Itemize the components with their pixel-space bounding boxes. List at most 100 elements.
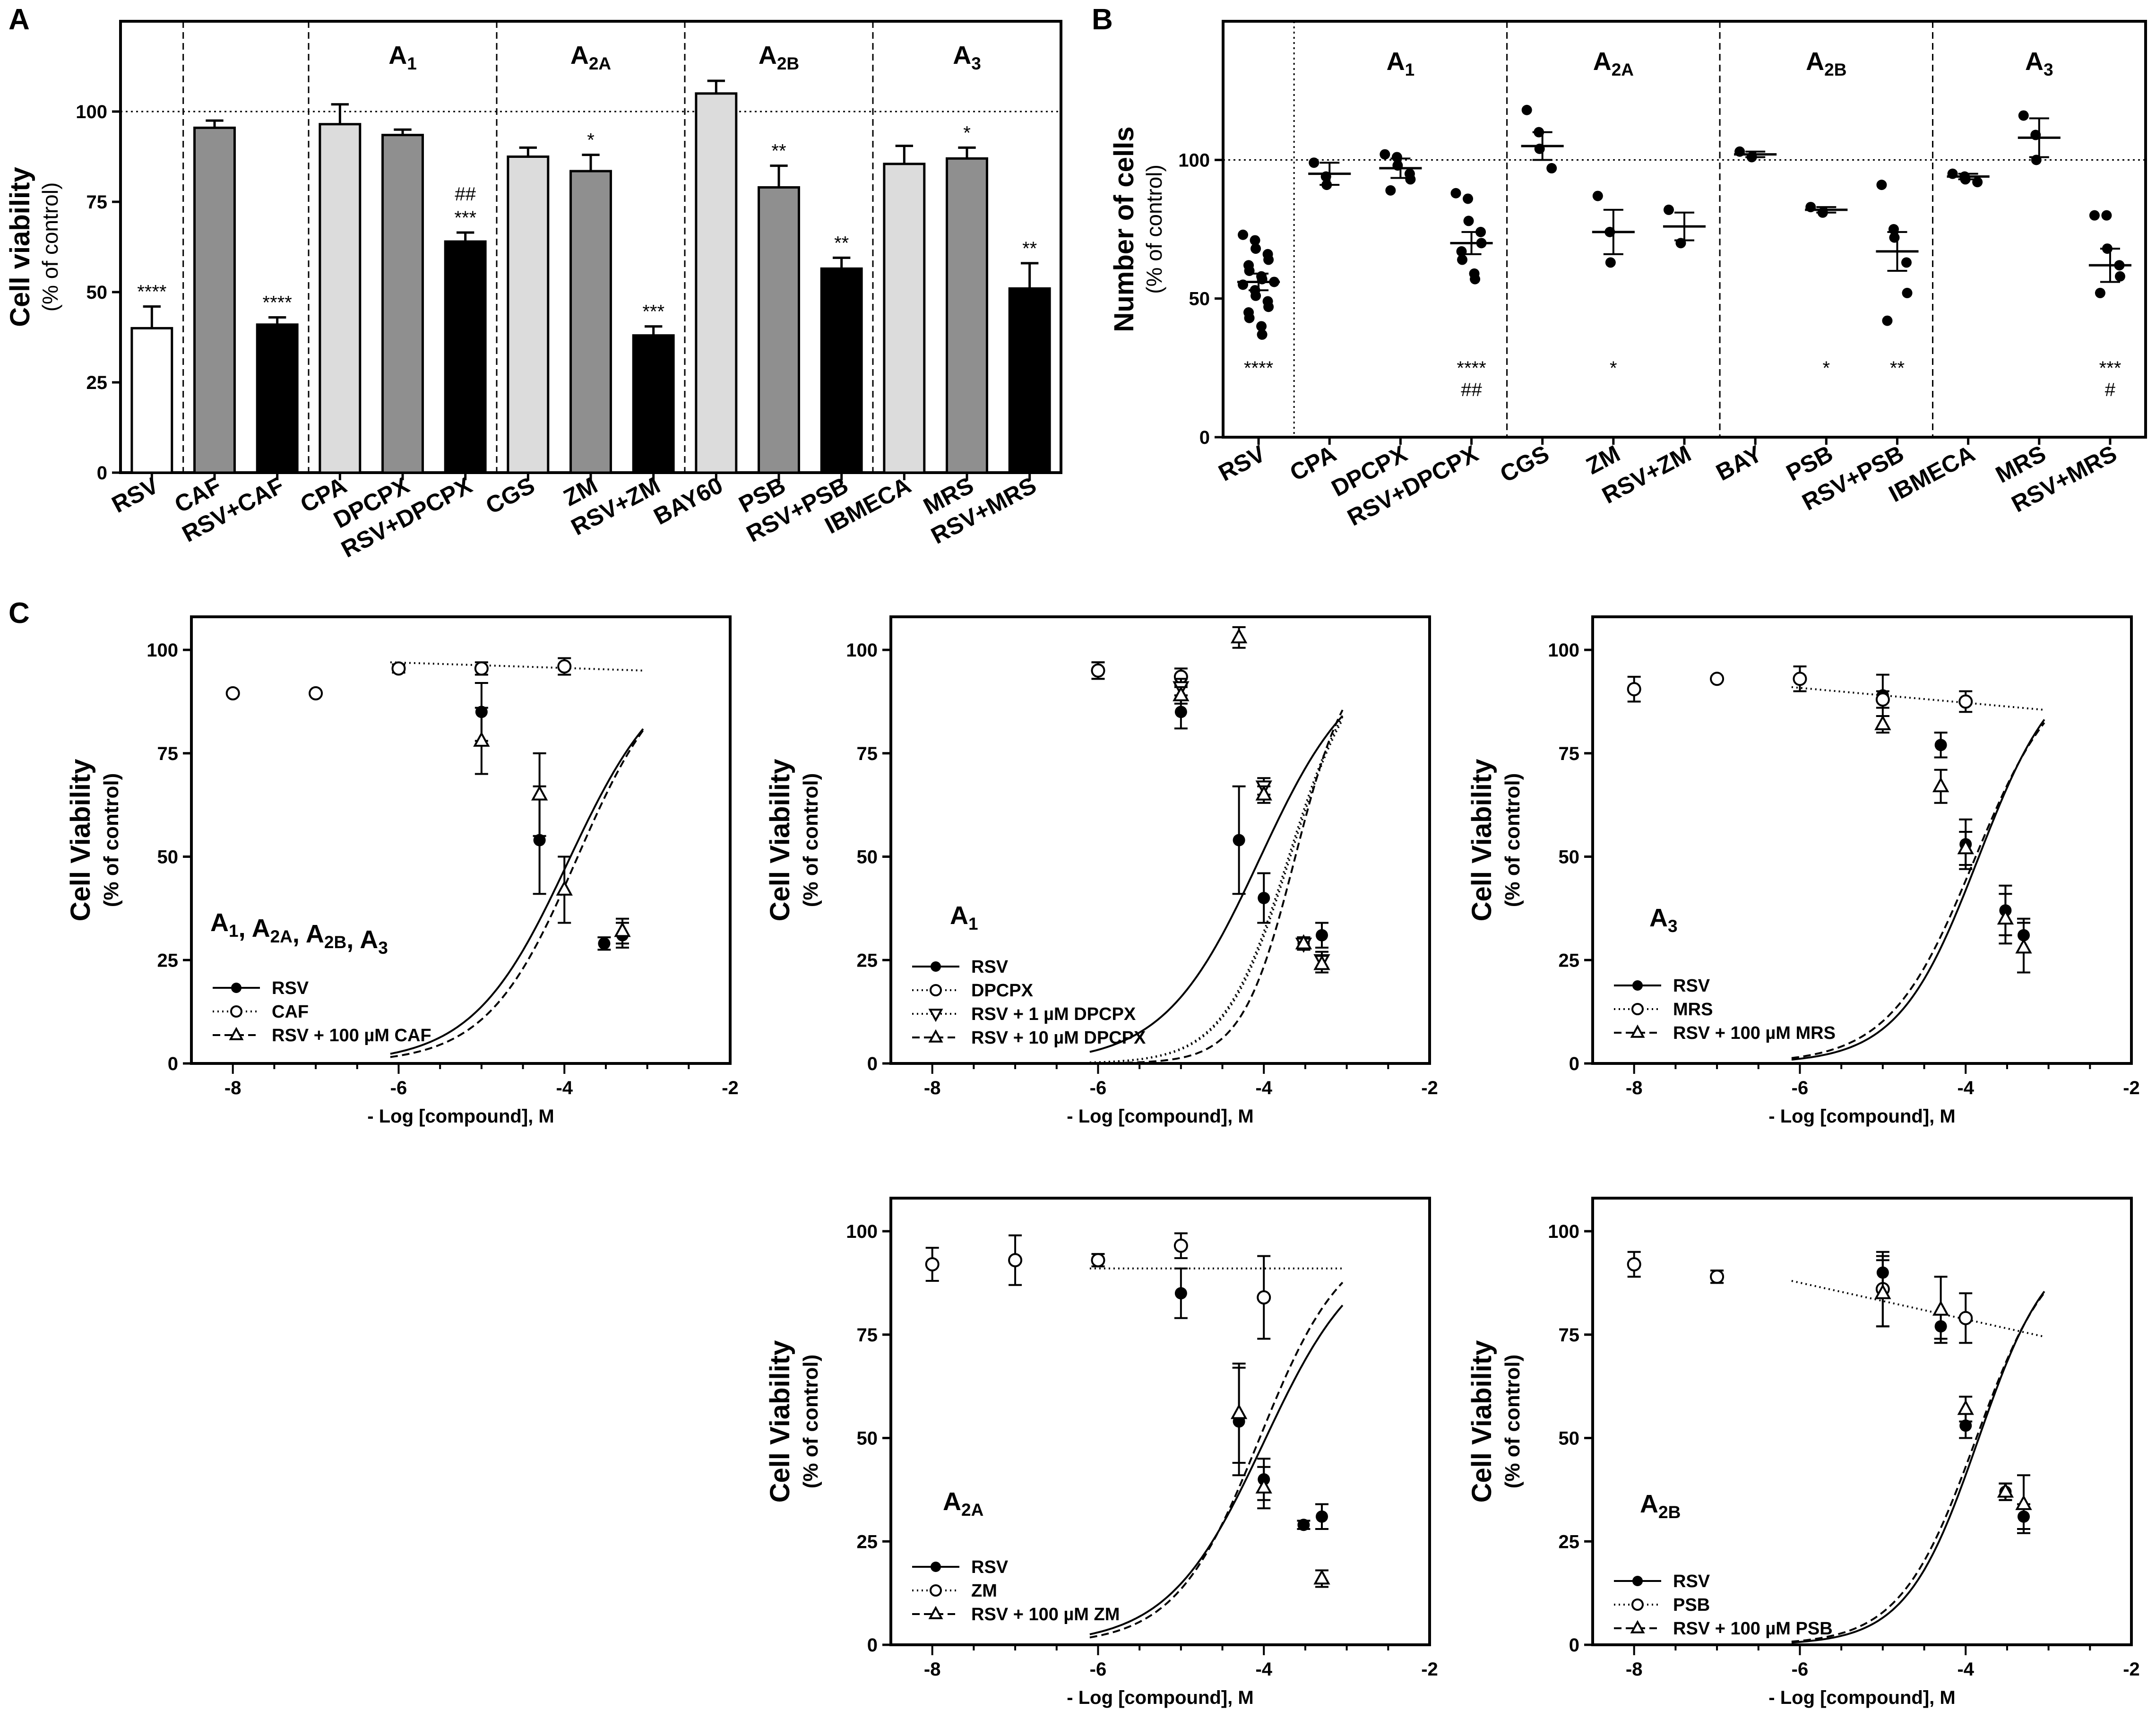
data-point	[1295, 934, 1312, 950]
data-point	[1250, 235, 1260, 246]
y-tick-label: 100	[846, 1221, 878, 1242]
legend-marker	[1631, 1598, 1644, 1611]
significance-stars: *	[963, 122, 971, 143]
y-axis-title: Cell Viability	[765, 1340, 795, 1503]
legend-marker	[928, 1009, 943, 1022]
y-tick-label: 75	[1559, 1325, 1580, 1346]
plot-title-sub: 1	[968, 914, 978, 933]
group-label-A2B-sub: 2B	[1824, 60, 1846, 79]
x-axis-title: - Log [compound], M	[1768, 1687, 1955, 1708]
data-point	[474, 661, 489, 676]
bar-caf	[193, 126, 236, 474]
x-axis-title: - Log [compound], M	[1768, 1106, 1955, 1127]
group-label-A3-base: A	[2025, 47, 2044, 76]
fit-curve-rsv-10-m-dpcpx	[1089, 709, 1344, 1064]
y-tick-label: 100	[1548, 640, 1579, 661]
data-point	[1263, 254, 1274, 265]
group-label-A1: A1	[388, 41, 417, 73]
plot-title: A2B	[1640, 1490, 1681, 1522]
plot-title-base: A	[1640, 1490, 1658, 1518]
x-tick-label: -2	[722, 1078, 739, 1098]
x-tick-label: -8	[1626, 1659, 1643, 1680]
significance-stars: ***	[642, 302, 664, 322]
y-axis-subtitle: (% of control)	[1142, 164, 1166, 294]
plot-frame	[889, 615, 1431, 1065]
data-point	[1959, 1419, 1972, 1432]
y-axis-title: Cell viability	[5, 167, 35, 327]
y-tick-label: 50	[86, 282, 108, 303]
plot-title-sub: 3	[1668, 916, 1678, 936]
data-point	[473, 731, 490, 747]
group-label-A1-sub: 1	[407, 54, 417, 73]
data-point	[1546, 163, 1557, 173]
data-point	[1316, 1510, 1328, 1523]
y-tick-label: 100	[1178, 150, 1210, 171]
group-label-A3: A3	[953, 41, 981, 73]
plot-title-base: , A	[239, 914, 270, 942]
bar-cpa	[319, 123, 362, 474]
plot-title-sub: 1	[229, 921, 239, 941]
y-axis-subtitle: (% of control)	[38, 182, 62, 312]
data-point	[1173, 686, 1190, 701]
data-point	[1313, 955, 1330, 970]
legend-marker	[229, 1027, 244, 1040]
legend-marker	[928, 1029, 943, 1043]
bar-bay60	[695, 92, 738, 474]
data-point	[2018, 110, 2029, 121]
data-point	[309, 686, 323, 700]
data-point	[1230, 628, 1248, 644]
x-tick-label: -2	[1421, 1659, 1438, 1680]
x-tick-label: -6	[390, 1078, 407, 1098]
dose-response-plot-c4: Cell Viability (% of control) 0 25 50 75 100 -8…	[765, 1197, 1438, 1708]
y-axis-title: Cell Viability	[1466, 1340, 1497, 1503]
plot-title-sub: 2A	[961, 1500, 983, 1520]
legend-marker	[930, 984, 942, 996]
data-point	[1309, 157, 1319, 168]
legend-label: DPCPX	[971, 981, 1034, 1001]
y-tick-label: 0	[168, 1054, 178, 1074]
data-point	[1874, 1284, 1891, 1299]
data-point	[1710, 1270, 1725, 1284]
data-point	[1997, 1482, 2014, 1498]
data-point	[2101, 210, 2112, 221]
y-tick-label: 25	[157, 950, 179, 971]
data-point	[1957, 1399, 1974, 1415]
legend-marker	[1631, 1003, 1644, 1015]
data-point	[533, 834, 546, 847]
x-tick-label: -8	[924, 1659, 941, 1680]
plot-title-base: A	[1649, 904, 1668, 932]
plot-title-base: A	[210, 908, 229, 937]
group-label-A2A-sub: 2A	[1612, 60, 1634, 79]
y-axis-subtitle: (% of control)	[100, 773, 123, 907]
legend-label: RSV + 100 µM PSB	[1673, 1619, 1833, 1639]
fit-curve-rsv	[1791, 719, 2045, 1061]
plot-frame	[1591, 615, 2133, 1065]
x-tick-label: -2	[1421, 1078, 1438, 1098]
fit-curve-rsv-100-m-mrs	[1791, 722, 2045, 1059]
panel-letter-a: A	[9, 3, 30, 36]
data-point	[614, 922, 631, 937]
bar-dpcpx	[381, 134, 424, 474]
data-point	[1297, 1519, 1310, 1531]
x-tick-label: -6	[1792, 1078, 1809, 1098]
group-label-A2A-base: A	[570, 41, 589, 69]
y-axis-title: Cell Viability	[1466, 759, 1497, 922]
x-axis-title: - Log [compound], M	[1067, 1106, 1253, 1127]
fit-curve-psb	[1791, 1280, 2045, 1338]
dose-response-plot-c5: Cell Viability (% of control) 0 25 50 75 100 -8…	[1466, 1197, 2140, 1708]
legend-label: RSV	[1673, 976, 1710, 996]
data-point	[1257, 1290, 1271, 1304]
data-point	[1256, 321, 1267, 332]
data-point	[1627, 682, 1641, 697]
data-point	[1255, 1478, 1272, 1494]
y-tick-label: 75	[857, 743, 878, 764]
y-tick-label: 25	[86, 372, 108, 393]
data-point	[1470, 274, 1481, 285]
group-label-A2B-base: A	[759, 41, 777, 69]
y-tick-label: 100	[76, 102, 107, 122]
y-axis-subtitle: (% of control)	[799, 773, 822, 907]
significance-hash: #	[2105, 380, 2116, 400]
significance-hash: ##	[455, 184, 476, 205]
legend-label: RSV	[1673, 1572, 1710, 1591]
data-point	[1313, 1569, 1330, 1585]
